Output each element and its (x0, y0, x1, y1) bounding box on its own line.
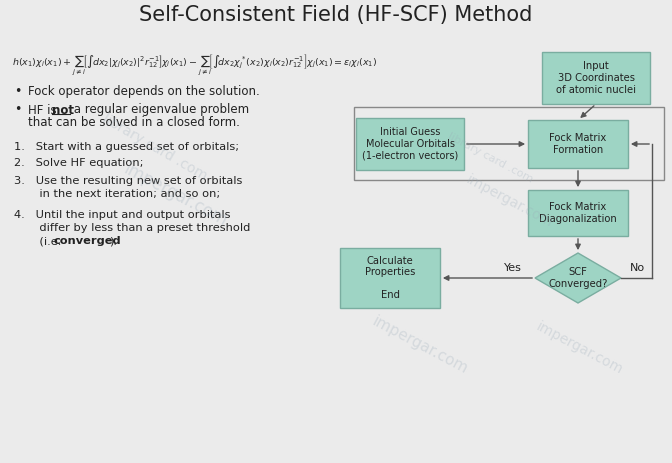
Text: Self-Consistent Field (HF-SCF) Method: Self-Consistent Field (HF-SCF) Method (139, 5, 533, 25)
Text: Fock Matrix
Diagonalization: Fock Matrix Diagonalization (539, 202, 617, 224)
Text: impergar.com: impergar.com (534, 319, 626, 377)
Text: 4.   Until the input and output orbitals: 4. Until the input and output orbitals (14, 210, 230, 220)
Text: Fock Matrix
Formation: Fock Matrix Formation (550, 133, 607, 155)
Polygon shape (535, 253, 621, 303)
Text: library card .com: library card .com (100, 113, 210, 184)
Text: library card .com: library card .com (446, 131, 534, 185)
Text: HF is: HF is (28, 104, 60, 117)
Text: impergar.com: impergar.com (370, 313, 470, 376)
FancyBboxPatch shape (356, 118, 464, 170)
Text: Initial Guess
Molecular Orbitals
(1-electron vectors): Initial Guess Molecular Orbitals (1-elec… (362, 127, 458, 161)
Text: Yes: Yes (504, 263, 522, 273)
Text: Fock operator depends on the solution.: Fock operator depends on the solution. (28, 85, 260, 98)
Text: converged: converged (54, 236, 122, 246)
Text: No: No (630, 263, 644, 273)
Text: •: • (14, 85, 22, 98)
Text: differ by less than a preset threshold: differ by less than a preset threshold (14, 223, 251, 233)
Text: 1.   Start with a guessed set of orbitals;: 1. Start with a guessed set of orbitals; (14, 142, 239, 152)
Text: a regular eigenvalue problem: a regular eigenvalue problem (70, 104, 249, 117)
Text: Input
3D Coordinates
of atomic nuclei: Input 3D Coordinates of atomic nuclei (556, 62, 636, 94)
Text: 2.   Solve HF equation;: 2. Solve HF equation; (14, 158, 144, 168)
Text: (i.e.: (i.e. (14, 236, 65, 246)
Text: that can be solved in a closed form.: that can be solved in a closed form. (28, 117, 240, 130)
Text: •: • (14, 104, 22, 117)
Text: impergar.com: impergar.com (120, 160, 230, 230)
Text: ).: ). (109, 236, 117, 246)
Text: impergar.com: impergar.com (464, 172, 556, 230)
FancyBboxPatch shape (528, 120, 628, 168)
Text: in the next iteration; and so on;: in the next iteration; and so on; (14, 189, 220, 199)
FancyBboxPatch shape (340, 248, 440, 308)
Text: SCF
Converged?: SCF Converged? (548, 267, 607, 289)
Text: 3.   Use the resulting new set of orbitals: 3. Use the resulting new set of orbitals (14, 176, 243, 186)
FancyBboxPatch shape (528, 190, 628, 236)
FancyBboxPatch shape (542, 52, 650, 104)
Text: Calculate
Properties

End: Calculate Properties End (365, 256, 415, 300)
Text: $h(x_1)\chi_i(x_1)+\sum_{j\neq i}\!\left[\int\!dx_2|\chi_j(x_2)|^2r_{12}^{-1}\ri: $h(x_1)\chi_i(x_1)+\sum_{j\neq i}\!\left… (12, 52, 377, 78)
Text: not: not (52, 104, 74, 117)
